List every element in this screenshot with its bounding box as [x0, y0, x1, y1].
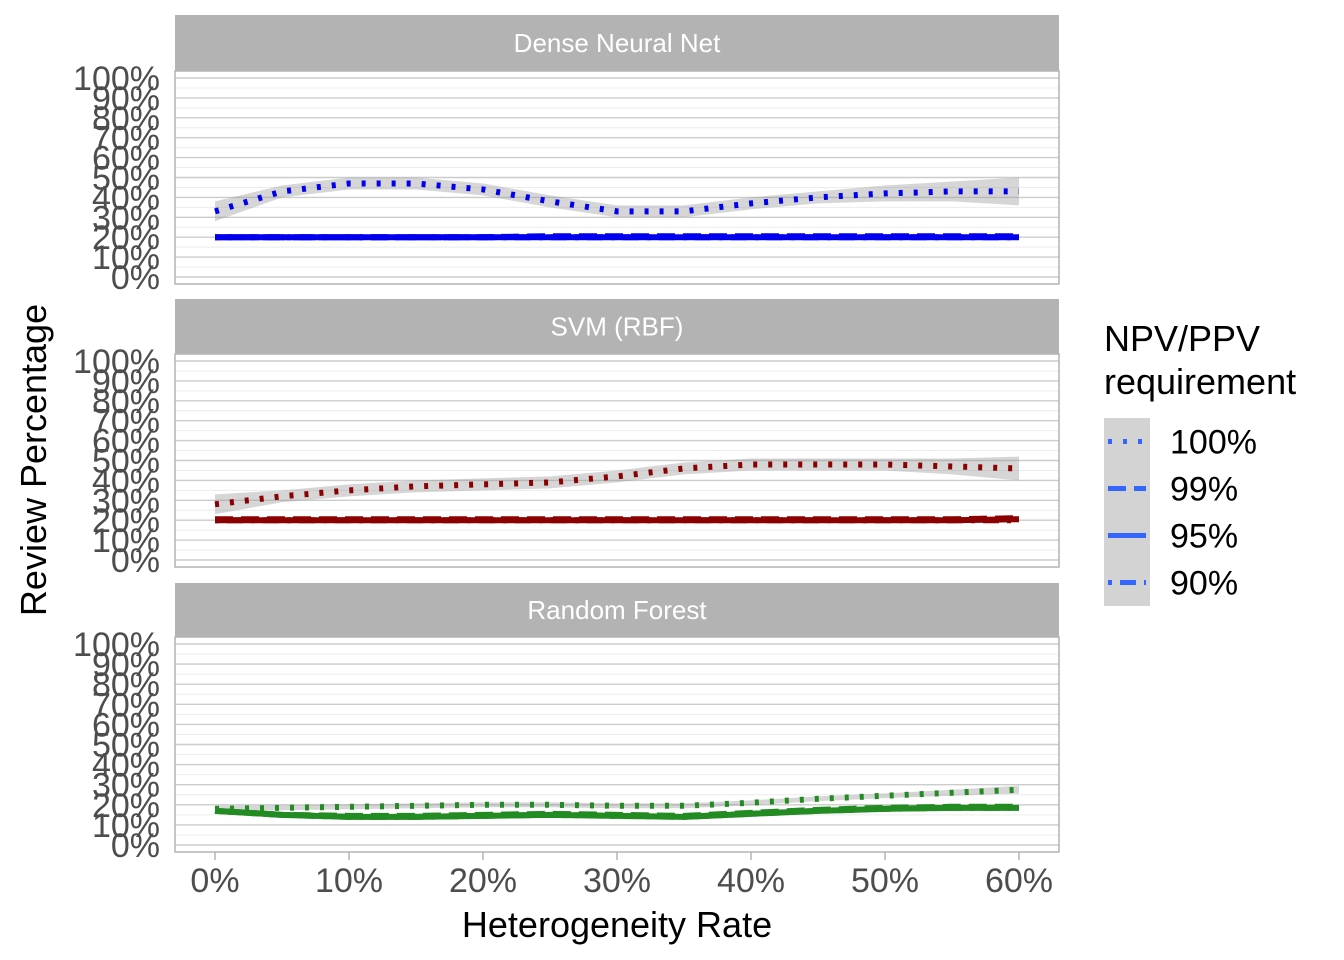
- y-tick-label: 20%: [92, 219, 160, 257]
- y-tick-label: 10%: [92, 807, 160, 845]
- legend-key-background: [1104, 418, 1150, 606]
- y-tick-label: 20%: [92, 787, 160, 825]
- y-tick-label: 60%: [92, 706, 160, 744]
- legend-label: 95%: [1170, 518, 1238, 556]
- y-tick-label: 40%: [92, 179, 160, 217]
- y-tick-label: 90%: [92, 646, 160, 684]
- legend: NPV/PPV requirement 100% 99% 95% 90%: [1104, 318, 1296, 606]
- panel-0: Dense Neural Net 0%10%20%30%40%50%60%70%8…: [73, 15, 1060, 297]
- series-line: [214, 804, 1019, 820]
- facet-strip-title: Dense Neural Net: [514, 28, 721, 58]
- y-tick-label: 0%: [111, 542, 160, 580]
- confidence-band: [215, 177, 1019, 222]
- y-tick-label: 100%: [73, 343, 160, 381]
- y-tick-label: 10%: [92, 522, 160, 560]
- y-tick-label: 100%: [73, 60, 160, 98]
- legend-keys: 100% 99% 95% 90%: [1104, 418, 1257, 606]
- y-tick-label: 50%: [92, 160, 160, 198]
- x-tick-label: 60%: [985, 862, 1053, 900]
- y-tick-label: 50%: [92, 443, 160, 481]
- panel-1: SVM (RBF) 0%10%20%30%40%50%60%70%80%90%10…: [73, 299, 1060, 580]
- series-line: [214, 180, 1019, 215]
- y-tick-label: 50%: [92, 727, 160, 765]
- x-tick-label: 10%: [315, 862, 383, 900]
- facet-strip: [175, 15, 1059, 71]
- y-tick-label: 80%: [92, 383, 160, 421]
- x-tick-label: 20%: [449, 862, 517, 900]
- facet-strip: [175, 299, 1059, 354]
- y-tick-label: 60%: [92, 423, 160, 461]
- panel-2: Random Forest 0%10%20%30%40%50%60%70%80%9…: [73, 583, 1060, 865]
- confidence-band: [215, 785, 1019, 812]
- x-axis-title: Heterogeneity Rate: [462, 904, 772, 945]
- y-tick-label: 100%: [73, 626, 160, 664]
- legend-label: 90%: [1170, 565, 1238, 603]
- x-tick-label: 50%: [851, 862, 919, 900]
- y-tick-label: 30%: [92, 482, 160, 520]
- x-tick-label: 40%: [717, 862, 785, 900]
- panel-border: [174, 70, 1060, 285]
- legend-title-line2: requirement: [1104, 361, 1296, 402]
- y-tick-label: 30%: [92, 199, 160, 237]
- y-tick-label: 90%: [92, 80, 160, 118]
- facet-strip-title: Random Forest: [527, 595, 707, 625]
- grid: [175, 643, 1059, 846]
- x-tick-label: 0%: [190, 862, 239, 900]
- confidence-band: [215, 456, 1019, 515]
- y-tick-label: 40%: [92, 462, 160, 500]
- x-axis: 0% 10% 20% 30% 40% 50% 60%: [190, 852, 1053, 900]
- y-axis-title: Review Percentage: [13, 304, 54, 616]
- y-tick-label: 30%: [92, 767, 160, 805]
- y-tick-label: 90%: [92, 363, 160, 401]
- y-tick-label: 80%: [92, 666, 160, 704]
- y-tick-label: 80%: [92, 100, 160, 138]
- panel-border: [174, 353, 1060, 568]
- panels-layer: Dense Neural Net0%10%20%30%40%50%60%70%8…: [73, 15, 1060, 900]
- y-tick-label: 20%: [92, 502, 160, 540]
- facet-strip-title: SVM (RBF): [551, 312, 684, 342]
- y-tick-label: 60%: [92, 140, 160, 178]
- legend-label: 100%: [1170, 424, 1257, 462]
- y-tick-label: 0%: [111, 827, 160, 865]
- y-tick-label: 70%: [92, 403, 160, 441]
- legend-title-line1: NPV/PPV: [1104, 318, 1260, 359]
- facet-strip: [175, 583, 1059, 637]
- y-tick-label: 40%: [92, 747, 160, 785]
- legend-label: 99%: [1170, 471, 1238, 509]
- grid: [175, 77, 1059, 278]
- x-tick-label: 30%: [583, 862, 651, 900]
- y-tick-label: 0%: [111, 259, 160, 297]
- y-tick-label: 10%: [92, 239, 160, 277]
- y-tick-label: 70%: [92, 686, 160, 724]
- y-tick-label: 70%: [92, 120, 160, 158]
